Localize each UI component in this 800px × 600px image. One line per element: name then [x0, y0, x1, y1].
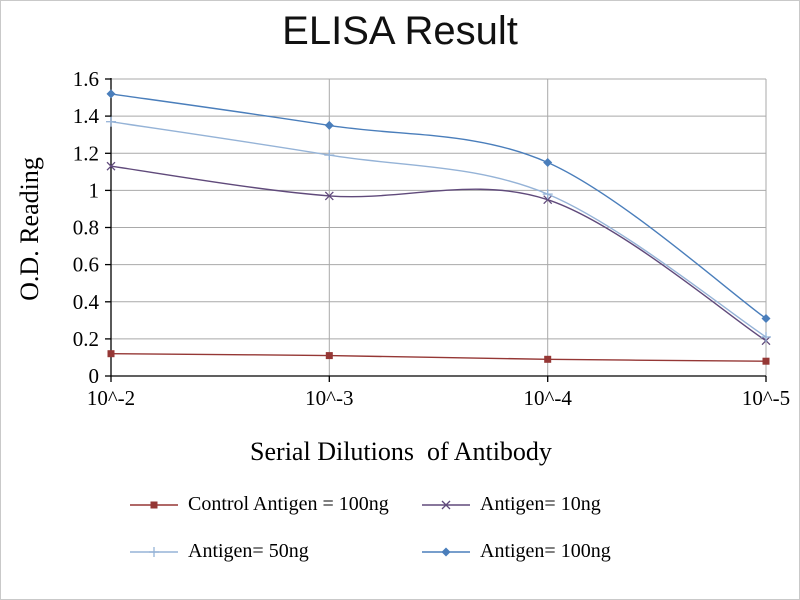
svg-text:0.2: 0.2 — [73, 327, 99, 351]
y-axis-label: O.D. Reading — [15, 157, 44, 301]
legend-label: Control Antigen = 100ng — [188, 493, 389, 515]
svg-text:0: 0 — [89, 364, 100, 388]
svg-text:1.6: 1.6 — [73, 67, 99, 91]
tick-labels: 0 0.2 0.4 0.6 0.8 1 1.2 1.4 1.6 10^-2 10^-3 10^-4 10… — [73, 67, 790, 410]
legend-label: Antigen= 100ng — [480, 540, 611, 562]
plus-marker-icon — [130, 546, 178, 557]
legend: Control Antigen = 100ng Antigen= 10ng Anti… — [129, 493, 611, 563]
series-antigen-50ng — [106, 116, 771, 342]
x-axis-label: Serial Dilutions of Antibody — [250, 437, 552, 466]
series-control-antigen-100ng — [107, 350, 770, 365]
svg-text:10^-5: 10^-5 — [742, 386, 790, 410]
svg-text:10^-4: 10^-4 — [524, 386, 573, 410]
square-marker-icon — [130, 501, 178, 508]
gridlines — [111, 78, 767, 376]
legend-label: Antigen= 10ng — [480, 493, 601, 515]
svg-text:1: 1 — [89, 178, 100, 202]
axes — [105, 78, 767, 382]
legend-label: Antigen= 50ng — [188, 540, 309, 562]
series-antigen-100ng — [106, 89, 771, 323]
svg-text:0.4: 0.4 — [73, 290, 100, 314]
chart-title: ELISA Result — [282, 9, 518, 53]
svg-text:10^-3: 10^-3 — [305, 386, 353, 410]
svg-text:1.4: 1.4 — [73, 104, 100, 128]
legend-item: Antigen= 100ng — [421, 540, 611, 563]
x-marker-icon — [422, 500, 470, 509]
diamond-marker-icon — [422, 547, 470, 556]
legend-item: Control Antigen = 100ng — [129, 493, 421, 516]
svg-text:0.6: 0.6 — [73, 253, 99, 277]
legend-item: Antigen= 10ng — [421, 493, 611, 516]
svg-text:10^-2: 10^-2 — [87, 386, 135, 410]
svg-text:1.2: 1.2 — [73, 141, 99, 165]
svg-text:0.8: 0.8 — [73, 216, 99, 240]
series-antigen-10ng — [106, 161, 771, 346]
legend-item: Antigen= 50ng — [129, 540, 421, 563]
